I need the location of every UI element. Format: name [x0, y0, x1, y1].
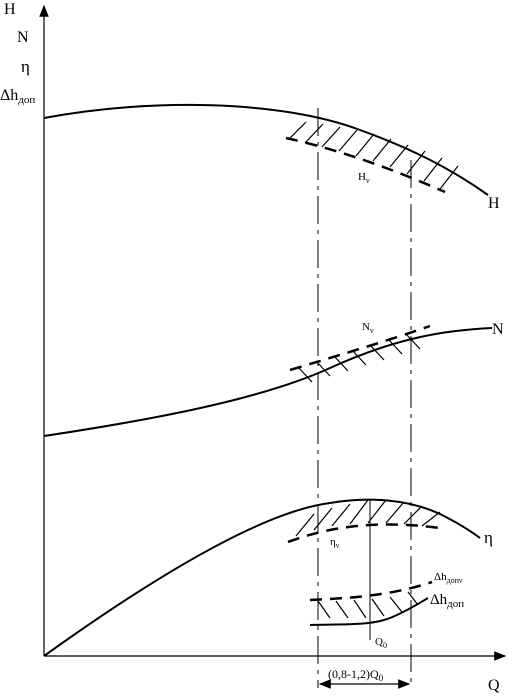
h-band-label: Hν [358, 171, 370, 185]
h-band-hatching [287, 121, 459, 190]
h-curve-label: H [488, 195, 500, 212]
y-label-h: H [4, 1, 16, 18]
dh-curve-label: Δhдоп [430, 592, 464, 610]
eta-band-curve [287, 523, 441, 544]
dh-band-hatching [317, 591, 419, 619]
dh-curve [309, 597, 429, 626]
n-band-curve [289, 324, 431, 372]
h-band-curve [285, 136, 446, 194]
eta-curve-label: η [484, 528, 493, 547]
x-label-q: Q [488, 677, 500, 694]
y-label-n: N [17, 29, 29, 46]
eta-band-label: ην [330, 536, 340, 550]
h-curve [43, 103, 489, 196]
dh-band-label: Δhдопν [434, 571, 463, 585]
y-label-dh: Δhдоп [0, 87, 35, 106]
n-band-label: Nν [362, 321, 374, 335]
y-label-eta: η [21, 57, 30, 76]
n-curve-label: N [492, 321, 504, 338]
eta-curve [43, 498, 481, 657]
range-label: (0,8-1,2)Q0 [328, 667, 384, 683]
n-band-hatching [297, 333, 421, 383]
dh-band-curve [309, 580, 433, 602]
n-curve [43, 327, 493, 437]
eta-band-hatching [295, 499, 441, 537]
q0-label: Q0 [375, 636, 387, 650]
